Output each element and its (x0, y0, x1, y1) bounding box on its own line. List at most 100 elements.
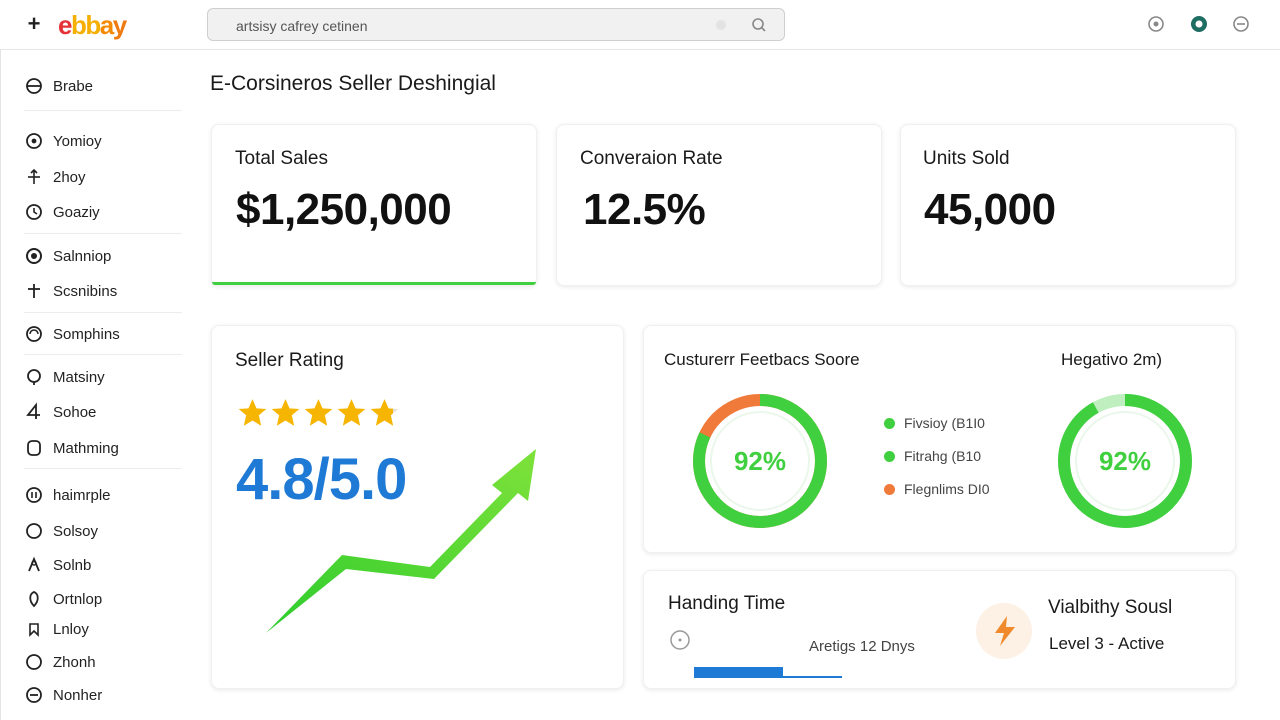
sidebar-separator (24, 354, 182, 355)
sidebar-item-salnniop[interactable]: Salnniop (24, 245, 111, 267)
seller-rating-value: 4.8/5.0 (236, 447, 407, 512)
add-button[interactable]: + (27, 11, 41, 36)
search-bar[interactable]: artsisy cafrey cetinen (207, 8, 785, 41)
lightning-icon (976, 603, 1032, 659)
sidebar-item-label: Salnniop (53, 247, 112, 265)
sidebar-item-yomioy[interactable]: Yomioy (24, 130, 102, 152)
kpi-value: 45,000 (924, 185, 1056, 234)
legend-dot (884, 417, 895, 429)
clock-icon (26, 204, 42, 220)
sidebar-item-solsoy[interactable]: Solsoy (24, 520, 98, 542)
minimize-icon[interactable] (1231, 14, 1251, 34)
sidebar-item-2hoy[interactable]: 2hoy (24, 166, 86, 188)
sidebar-item-solnb[interactable]: Solnb (24, 554, 91, 576)
logo-letter-b: b (70, 10, 87, 40)
sidebar-item-brabe[interactable]: Brabe (24, 75, 93, 97)
sidebar-item-label: 2hoy (53, 168, 86, 186)
sidebar-item-ortnlop[interactable]: Ortnlop (24, 588, 102, 610)
ebay-logo[interactable]: ebbay (58, 10, 127, 40)
kpi-label: Total Sales (235, 148, 328, 169)
legend-item-positive: Fivsioy (B1I0 (884, 415, 985, 431)
sidebar-item-mathming[interactable]: Mathming (24, 437, 119, 459)
search-clear-icon[interactable] (716, 20, 726, 30)
number-four-icon (26, 402, 40, 419)
sidebar-item-label: Ortnlop (53, 590, 103, 608)
sidebar-item-label: Goaziy (53, 203, 100, 221)
minus-circle-icon (26, 687, 42, 703)
seller-rating-title: Seller Rating (235, 350, 344, 371)
clock-icon (670, 630, 690, 650)
top-bar: + ebbay artsisy cafrey cetinen (0, 0, 1280, 50)
legend-label: Flegnlims DI0 (904, 481, 990, 497)
kpi-value: 12.5% (583, 185, 706, 234)
sidebar-item-label: Matsiny (53, 368, 105, 386)
star-rating (236, 398, 401, 428)
feedback-donut-value-arc (693, 394, 827, 528)
legend-dot (884, 483, 895, 495)
sidebar-separator (24, 312, 182, 313)
sidebar-item-label: Somphins (53, 325, 120, 343)
star-icon (304, 399, 333, 426)
history-icon[interactable] (1146, 14, 1166, 34)
visibility-title: Vialbithy Sousl (1048, 597, 1173, 618)
sidebar-item-label: haimrple (53, 486, 111, 504)
sidebar-item-nonher[interactable]: Nonher (24, 684, 102, 706)
star-icon (337, 399, 366, 426)
sidebar-separator (24, 233, 182, 234)
negative-donut-inner-ring (1075, 411, 1175, 511)
sidebar-separator (24, 110, 182, 111)
legend-label: Fitrahg (B10 (904, 448, 982, 464)
handling-average: Aretigs 12 Dnys (809, 638, 915, 655)
logo-letter-a: a (99, 10, 114, 40)
sidebar-item-haimrple[interactable]: haimrple (24, 484, 111, 506)
sidebar-divider (0, 50, 1, 720)
star-icon (370, 399, 399, 426)
legend-item-negative: Flegnlims DI0 (884, 481, 990, 497)
globe-icon (26, 78, 42, 94)
page-title: E-Corsineros Seller Deshingial (210, 72, 496, 95)
kpi-label: Units Sold (923, 148, 1010, 169)
logo-letter-e: e (58, 10, 72, 40)
sidebar-item-label: Nonher (53, 686, 103, 704)
search-icon[interactable] (750, 16, 768, 34)
account-icon[interactable] (1189, 14, 1209, 34)
ring-icon (26, 523, 42, 539)
sidebar-item-label: Brabe (53, 77, 94, 95)
circle-icon (26, 248, 42, 264)
kpi-card-units-sold[interactable]: Units Sold 45,000 (900, 124, 1236, 286)
shield-icon (29, 591, 39, 608)
sidebar-item-somphins[interactable]: Somphins (24, 323, 120, 345)
bookmark-icon (29, 623, 39, 637)
negative-feedback-donut-chart: 92% (1058, 394, 1192, 528)
sidebar-item-matsiny[interactable]: Matsiny (24, 366, 105, 388)
bolt-shape (995, 616, 1015, 646)
kpi-card-conversion-rate[interactable]: Converaion Rate 12.5% (556, 124, 882, 286)
sidebar-item-lnloy[interactable]: Lnloy (24, 618, 89, 640)
sidebar-item-goaziy[interactable]: Goaziy (24, 201, 100, 223)
sidebar-item-scsnibins[interactable]: Scsnibins (24, 280, 117, 302)
target-icon (26, 133, 42, 149)
legend-item-neutral: Fitrahg (B10 (884, 448, 981, 464)
sidebar-item-label: Lnloy (53, 620, 89, 638)
ring-icon (26, 654, 42, 670)
negative-donut-value-label: 92% (1099, 446, 1151, 476)
handling-time-bar (694, 667, 783, 678)
logo-letter-b-2: b (85, 10, 101, 40)
feedback-donut-inner-ring (710, 411, 810, 511)
search-input[interactable]: artsisy cafrey cetinen (236, 18, 368, 34)
kpi-value: $1,250,000 (236, 185, 452, 234)
kpi-label: Converaion Rate (580, 148, 723, 169)
sidebar-item-sohoe[interactable]: Sohoe (24, 401, 96, 423)
kpi-card-total-sales[interactable]: Total Sales $1,250,000 (211, 124, 537, 286)
sidebar-separator (24, 468, 182, 469)
plus-icon (28, 284, 40, 298)
arrows-icon (28, 168, 40, 184)
sidebar: Brabe Yomioy 2hoy Goaziy Salnniop Scsnib… (6, 50, 182, 720)
feedback-title: Custurerr Feetbacs Soore (664, 350, 860, 369)
square-icon (27, 440, 41, 456)
kpi-active-indicator (212, 282, 536, 285)
sidebar-item-label: Sohoe (53, 403, 97, 421)
feedback-donut-value-label: 92% (734, 446, 786, 476)
pin-icon (27, 369, 41, 385)
sidebar-item-zhonh[interactable]: Zhonh (24, 651, 96, 673)
